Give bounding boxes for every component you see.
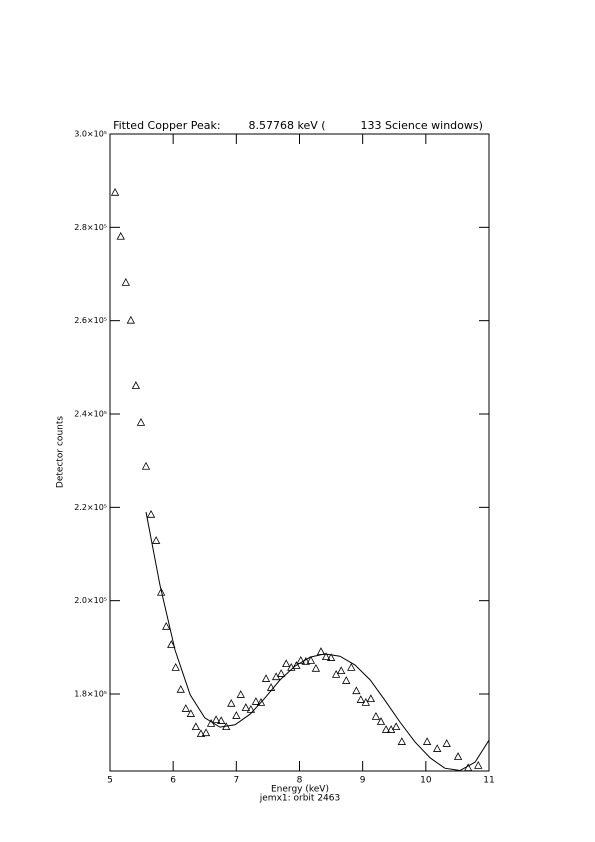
data-point — [366, 694, 376, 703]
data-point — [251, 697, 261, 705]
data-point — [292, 661, 301, 669]
data-point — [376, 717, 386, 725]
data-point — [422, 737, 432, 745]
plot-frame — [109, 133, 490, 772]
data-point — [352, 686, 361, 695]
data-point — [311, 663, 321, 672]
data-point — [316, 647, 326, 655]
x-axis-label: Energy (keV) — [271, 785, 329, 795]
data-point — [331, 670, 341, 678]
chart-title: Fitted Copper Peak: 8.57768 keV ( 133 Sc… — [113, 119, 483, 132]
data-point — [167, 640, 176, 648]
data-point — [141, 461, 151, 470]
data-point — [136, 418, 146, 426]
data-point — [241, 703, 250, 711]
data-point — [321, 652, 331, 661]
data-point — [433, 744, 442, 752]
fit-line — [145, 511, 489, 771]
y-tick-label: 2.6×10⁵ — [74, 316, 107, 325]
data-point — [196, 729, 206, 738]
y-tick-label: 1.8×10⁵ — [74, 690, 107, 699]
data-point — [361, 698, 370, 706]
data-point — [162, 621, 171, 630]
data-point — [131, 381, 141, 389]
data-point — [236, 690, 245, 698]
data-point — [347, 663, 356, 671]
data-point — [227, 698, 236, 707]
data-point — [246, 705, 256, 713]
data-point — [121, 278, 130, 286]
data-point — [186, 709, 196, 717]
x-tick-label: 11 — [483, 776, 494, 786]
y-tick-label: 2.8×10⁵ — [74, 223, 107, 232]
data-point — [277, 669, 286, 677]
data-point — [282, 659, 291, 668]
data-point — [287, 663, 296, 671]
data-point — [261, 674, 271, 682]
x-tick-label: 10 — [420, 776, 432, 786]
x-tick-label: 8 — [297, 776, 303, 786]
y-tick-label: 3.0×10⁵ — [74, 130, 107, 139]
data-point — [474, 761, 483, 769]
data-point — [391, 722, 401, 731]
y-tick-label: 2.0×10⁵ — [74, 596, 107, 605]
data-point — [211, 715, 221, 724]
y-tick-label: 2.2×10⁵ — [74, 503, 107, 512]
data-point — [232, 711, 241, 719]
data-point — [156, 587, 166, 596]
data-point — [217, 716, 226, 724]
data-point — [381, 725, 391, 733]
data-point — [256, 698, 266, 706]
data-point — [116, 231, 125, 240]
data-point — [151, 536, 161, 544]
data-point — [146, 509, 156, 518]
data-point — [181, 704, 190, 712]
data-point — [356, 695, 365, 703]
data-point — [176, 684, 185, 693]
data-point — [453, 752, 463, 760]
data-point — [126, 315, 136, 324]
y-tick-label: 2.4×10⁵ — [74, 410, 107, 419]
data-point — [397, 737, 406, 745]
y-axis-label: Detector counts — [56, 416, 66, 488]
data-point — [371, 712, 381, 720]
x-tick-label: 9 — [360, 776, 366, 786]
data-point — [296, 656, 305, 664]
x-tick-label: 7 — [233, 776, 239, 786]
subtitle: jemx1: orbit 2463 — [259, 794, 340, 804]
data-point — [191, 722, 201, 731]
x-tick-label: 6 — [170, 776, 176, 786]
data-point — [337, 666, 346, 675]
data-point — [326, 653, 336, 661]
data-point — [110, 187, 120, 196]
data-point — [201, 728, 211, 737]
data-point — [171, 663, 180, 671]
data-point — [306, 656, 316, 664]
x-tick-label: 5 — [107, 776, 113, 786]
data-point — [442, 739, 451, 747]
data-point — [342, 676, 351, 684]
